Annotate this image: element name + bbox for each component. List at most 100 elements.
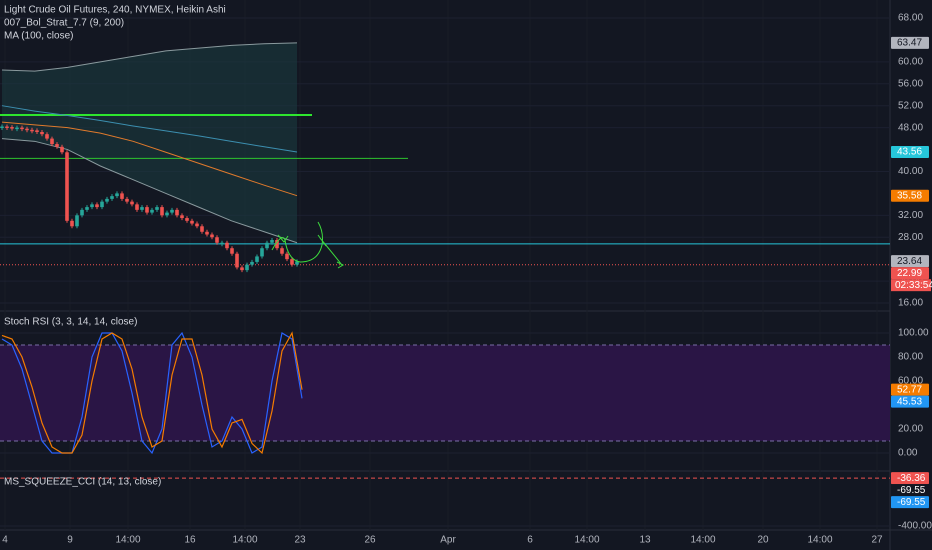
price-badge [891, 189, 929, 202]
time-label: 14:00 [690, 535, 715, 546]
candle [225, 242, 229, 249]
candle [205, 231, 209, 235]
indicator-line [1, 121, 298, 197]
candle [160, 207, 164, 216]
candle [90, 204, 94, 208]
y-tick-label: 0.00 [898, 448, 918, 459]
candle [165, 212, 169, 216]
candle [5, 126, 9, 129]
y-tick-label: 20.00 [898, 424, 923, 435]
countdown-label: 02:33:54 [895, 280, 932, 291]
band-fill [2, 42, 297, 243]
price-badge [891, 145, 929, 158]
price-badge [891, 383, 929, 396]
candle [260, 248, 264, 257]
price-badge-label: 63.47 [897, 37, 922, 48]
price-badge-label: 35.58 [897, 190, 922, 201]
candle [215, 237, 219, 243]
y-tick-label: 60.00 [898, 56, 923, 67]
y-tick-label: 56.00 [898, 78, 923, 89]
candle [100, 201, 104, 208]
candle [140, 207, 144, 210]
time-label: 4 [2, 535, 8, 546]
candle [45, 134, 49, 139]
price-badge [891, 36, 929, 49]
time-label: 14:00 [574, 535, 599, 546]
candle [75, 215, 79, 227]
price-badge-label: -69.55 [897, 497, 926, 508]
price-badge [891, 496, 929, 509]
indicator-label: 007_Bol_Strat_7.7 (9, 200) [4, 18, 124, 29]
indicator-label: MS_SQUEEZE_CCI (14, 13, close) [4, 477, 161, 488]
y-tick-label: 60.00 [898, 376, 923, 387]
candle [270, 239, 274, 243]
candle [200, 226, 204, 232]
candle [235, 253, 239, 268]
time-label: 26 [364, 535, 376, 546]
time-label: 14:00 [807, 535, 832, 546]
candle [220, 242, 224, 245]
candle [120, 193, 124, 199]
price-badge-label: -69.55 [897, 485, 926, 496]
candle [85, 207, 89, 210]
time-label: Apr [440, 535, 456, 546]
countdown-badge [891, 279, 931, 292]
candle [245, 264, 249, 271]
price-badge [891, 395, 929, 408]
candle [110, 196, 114, 199]
candle [190, 220, 194, 224]
candle [170, 209, 174, 213]
time-label: 14:00 [232, 535, 257, 546]
hand-drawn-annotation [271, 221, 345, 269]
indicator-line [1, 42, 298, 72]
candle [30, 129, 34, 132]
candle [115, 193, 119, 197]
stoch-line [1, 331, 303, 455]
candle [55, 144, 59, 147]
candle [130, 201, 134, 205]
indicator-line [1, 105, 298, 153]
candle [35, 130, 39, 133]
stoch-line [1, 331, 303, 455]
price-badge [891, 472, 929, 485]
candle [20, 127, 24, 130]
candle [60, 146, 64, 153]
indicator-label: Stoch RSI (3, 3, 14, 14, close) [4, 317, 137, 328]
candle [80, 209, 84, 216]
time-label: 16 [184, 535, 196, 546]
y-tick-label: 40.00 [898, 166, 923, 177]
time-label: 14:00 [115, 535, 140, 546]
candle [185, 218, 189, 221]
y-tick-label: 52.00 [898, 100, 923, 111]
y-tick-label: 32.00 [898, 210, 923, 221]
candle [135, 204, 139, 210]
candle [155, 207, 159, 210]
price-badge-label: -36.36 [897, 473, 926, 484]
candle [195, 223, 199, 227]
candle [265, 242, 269, 249]
time-label: 13 [639, 535, 651, 546]
symbol-title: Light Crude Oil Futures, 240, NYMEX, Hei… [4, 5, 226, 16]
candle [295, 261, 299, 265]
candle [275, 239, 279, 249]
candle [240, 267, 244, 271]
candle [150, 209, 154, 213]
y-tick-label: 48.00 [898, 122, 923, 133]
candle [50, 138, 54, 145]
price-badge-label: 52.77 [897, 384, 922, 395]
candle [175, 209, 179, 216]
candle [145, 207, 149, 213]
price-badge [891, 484, 929, 497]
time-label: 20 [757, 535, 769, 546]
y-tick-label: 16.00 [898, 298, 923, 309]
indicator-label: MA (100, close) [4, 31, 73, 42]
price-badge-label: 43.56 [897, 147, 922, 158]
candle [280, 248, 284, 254]
price-badge-label: 22.99 [897, 268, 922, 279]
candle [230, 248, 234, 254]
candle [40, 132, 44, 135]
candle [0, 126, 4, 129]
price-badge [891, 267, 929, 280]
